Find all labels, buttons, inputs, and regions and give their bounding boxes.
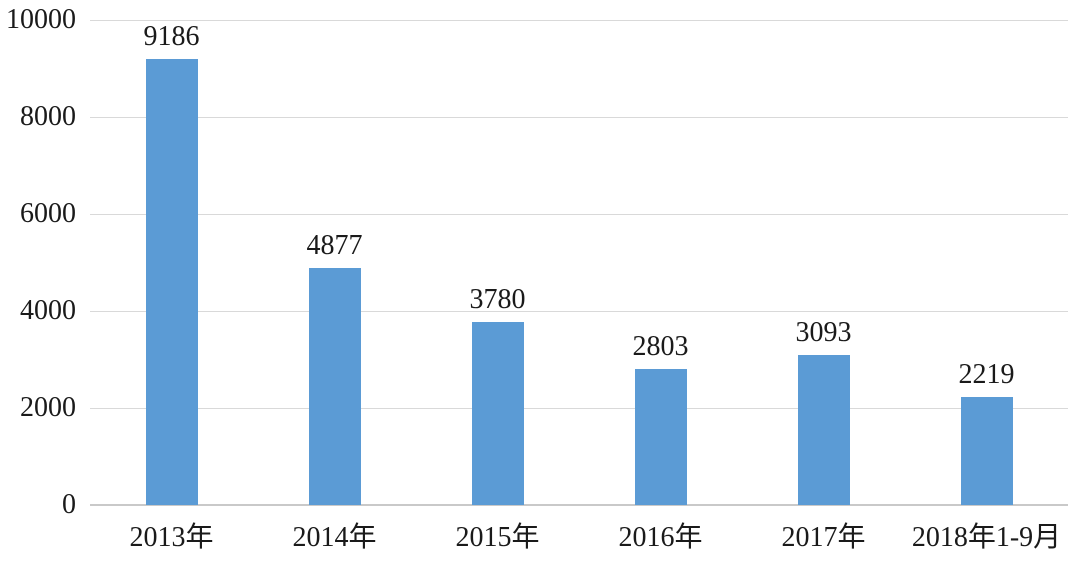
bar-value-label: 3780 <box>469 283 526 315</box>
gridline <box>90 117 1068 118</box>
bar <box>471 321 524 505</box>
x-axis-tick-label: 2014年 <box>292 522 377 553</box>
bar <box>797 354 850 505</box>
bar-value-label: 2219 <box>958 359 1015 391</box>
bar-value-label: 3093 <box>795 316 852 348</box>
bar-value-label: 4877 <box>306 230 363 262</box>
gridline <box>90 20 1068 21</box>
bar <box>308 268 361 505</box>
bar <box>634 369 687 505</box>
bar <box>145 59 198 505</box>
y-axis-tick-label: 6000 <box>20 198 76 229</box>
x-axis-tick-label: 2018年1-9月 <box>911 522 1062 553</box>
y-axis-tick-label: 2000 <box>20 392 76 423</box>
gridline <box>90 408 1068 409</box>
y-axis-tick-label: 4000 <box>20 295 76 326</box>
bar-value-label: 9186 <box>143 21 200 53</box>
x-axis-tick-label: 2016年 <box>618 522 703 553</box>
bar-value-label: 2803 <box>632 331 689 363</box>
y-axis-tick-label: 8000 <box>20 101 76 132</box>
y-axis-tick-label: 10000 <box>6 4 76 35</box>
x-axis-tick-label: 2015年 <box>455 522 540 553</box>
x-axis-line <box>90 504 1068 506</box>
x-axis-tick-label: 2017年 <box>781 522 866 553</box>
gridline <box>90 214 1068 215</box>
x-axis-tick-label: 2013年 <box>129 522 214 553</box>
bar <box>960 397 1013 505</box>
y-axis-tick-label: 0 <box>62 489 76 520</box>
gridline <box>90 311 1068 312</box>
